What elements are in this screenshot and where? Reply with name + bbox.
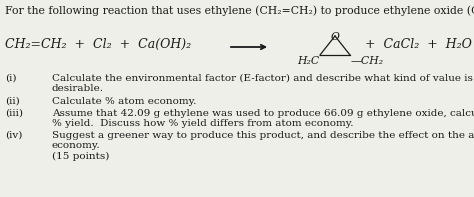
Text: —CH₂: —CH₂ — [351, 56, 384, 66]
Text: Calculate % atom economy.: Calculate % atom economy. — [52, 97, 196, 106]
Text: (ii): (ii) — [5, 97, 20, 106]
Text: (i): (i) — [5, 74, 17, 83]
Text: (iii): (iii) — [5, 109, 23, 117]
Text: +  CaCl₂  +  H₂O: + CaCl₂ + H₂O — [365, 38, 472, 51]
Text: Calculate the environmental factor (E-factor) and describe what kind of value is: Calculate the environmental factor (E-fa… — [52, 74, 474, 93]
Text: Assume that 42.09 g ethylene was used to produce 66.09 g ethylene oxide, calcula: Assume that 42.09 g ethylene was used to… — [52, 109, 474, 128]
Text: O: O — [330, 32, 339, 42]
Text: (iv): (iv) — [5, 131, 22, 140]
Text: H₂C: H₂C — [297, 56, 319, 66]
Text: For the following reaction that uses ethylene (CH₂=CH₂) to produce ethylene oxid: For the following reaction that uses eth… — [5, 5, 474, 16]
Text: Suggest a greener way to produce this product, and describe the effect on the at: Suggest a greener way to produce this pr… — [52, 131, 474, 161]
Text: CH₂=CH₂  +  Cl₂  +  Ca(OH)₂: CH₂=CH₂ + Cl₂ + Ca(OH)₂ — [5, 38, 191, 51]
